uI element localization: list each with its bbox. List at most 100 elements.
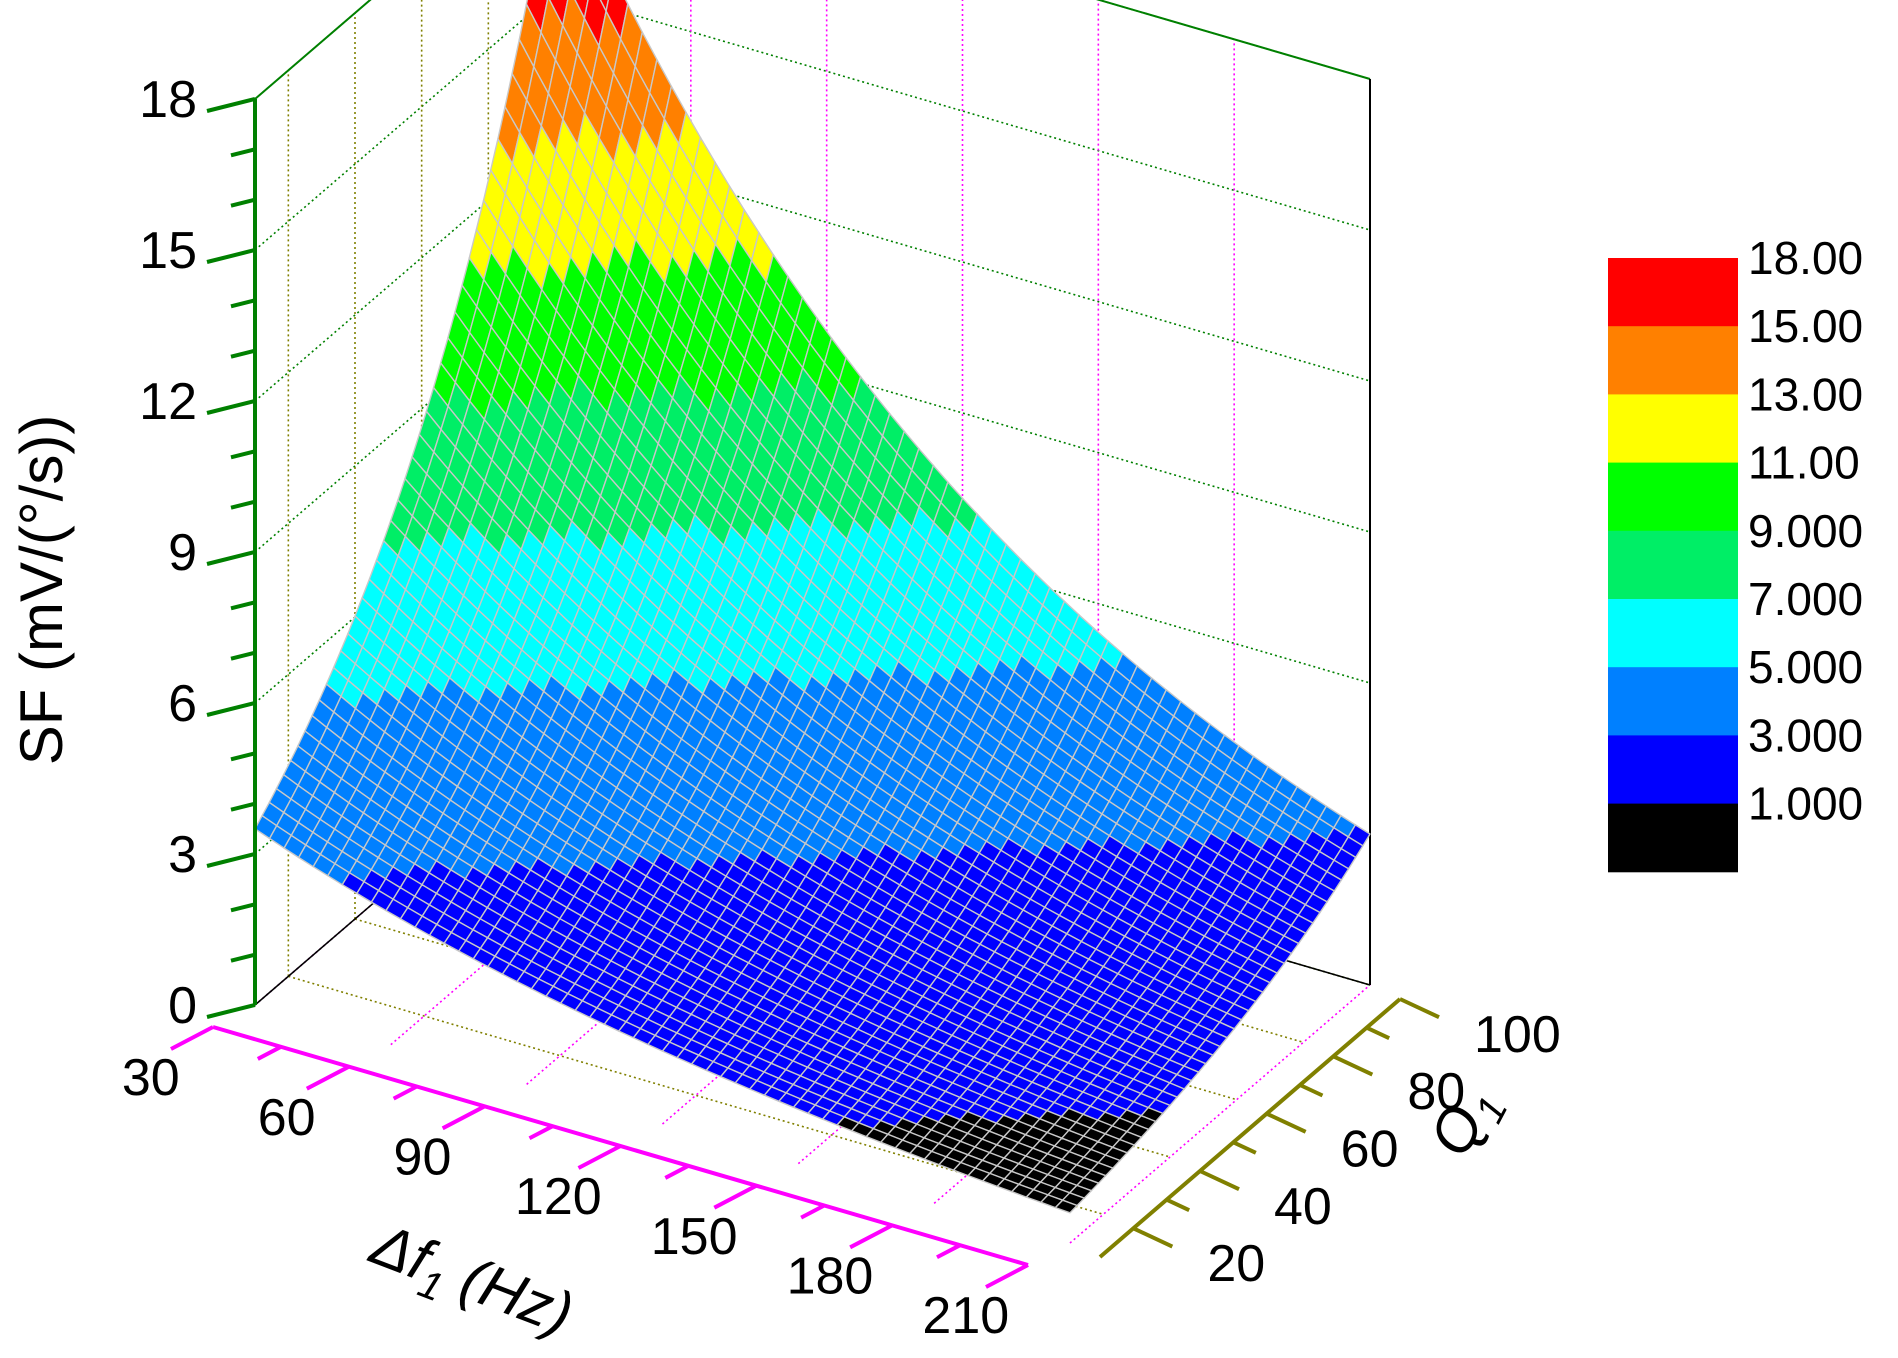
z-major-tick <box>206 550 256 566</box>
y-minor-tick <box>1165 1197 1191 1212</box>
legend-label: 15.00 <box>1748 300 1863 352</box>
y-major-tick <box>1332 1054 1374 1077</box>
x-axis-title-unit: (Hz) <box>437 1238 582 1347</box>
legend-swatch <box>1608 394 1738 464</box>
frame-edge <box>1095 0 1371 80</box>
z-tick-label: 18 <box>139 71 197 129</box>
legend-label: 7.000 <box>1748 573 1863 625</box>
floor-x-gridline <box>526 825 828 1085</box>
legend-swatch <box>1608 530 1738 600</box>
z-minor-tick <box>230 600 256 611</box>
legend-swatch <box>1608 803 1738 873</box>
z-axis-title: SF (mV/(°/s)) <box>8 415 75 766</box>
z-minor-tick <box>230 801 256 812</box>
z-tick-label: 15 <box>139 222 197 280</box>
x-major-tick <box>713 1183 758 1210</box>
x-axis-title: Δf1 (Hz) <box>357 1209 582 1357</box>
z-major-tick <box>206 1003 256 1019</box>
x-minor-tick <box>256 1045 282 1061</box>
y-minor-tick <box>1365 1025 1391 1040</box>
x-major-tick <box>849 1223 894 1250</box>
x-major-tick <box>441 1104 486 1131</box>
z-major-tick <box>206 399 256 415</box>
z-tick-label: 12 <box>139 373 197 431</box>
y-minor-tick <box>1232 1140 1257 1155</box>
axes <box>170 97 1440 1289</box>
x-major-tick <box>985 1263 1029 1289</box>
side-wall-z-gridline <box>254 293 556 553</box>
y-major-tick <box>1399 997 1440 1020</box>
floor-x-gridline <box>390 786 692 1046</box>
z-tick-label: 6 <box>168 675 197 733</box>
z-minor-tick <box>230 298 256 309</box>
legend-swatch <box>1608 735 1738 805</box>
legend-label: 18.00 <box>1748 232 1863 284</box>
legend-swatch <box>1608 326 1738 395</box>
x-major-tick <box>577 1144 622 1170</box>
x-major-tick <box>305 1064 350 1091</box>
x-minor-tick <box>528 1124 554 1141</box>
z-minor-tick <box>230 952 256 963</box>
y-tick-label: 60 <box>1341 1120 1399 1178</box>
side-wall-z-gridline <box>254 142 556 402</box>
x-tick-label: 90 <box>394 1129 452 1187</box>
x-major-tick <box>170 1025 214 1051</box>
surface-mesh <box>254 0 1371 1214</box>
legend-label: 1.000 <box>1748 778 1863 830</box>
x-tick-label: 120 <box>515 1168 602 1226</box>
x-tick-label: 210 <box>922 1287 1009 1345</box>
z-minor-tick <box>230 499 256 510</box>
z-tick-label: 0 <box>168 977 197 1035</box>
z-minor-tick <box>230 449 256 460</box>
z-tick-labels: 0 3 6 9 12 15 18 <box>139 71 197 1035</box>
x-tick-label: 60 <box>258 1089 316 1147</box>
z-major-tick <box>206 248 256 264</box>
z-tick-label: 3 <box>168 826 197 884</box>
y-tick-label: 80 <box>1407 1063 1465 1121</box>
y-major-tick <box>1265 1111 1307 1134</box>
y-tick-label: 40 <box>1274 1178 1332 1236</box>
floor-x-gridline <box>661 865 964 1125</box>
legend-swatch <box>1608 258 1738 327</box>
z-minor-tick <box>230 902 256 913</box>
legend-swatch <box>1608 667 1738 736</box>
x-minor-tick <box>800 1203 826 1220</box>
z-minor-tick <box>230 650 256 661</box>
x-minor-tick <box>664 1164 690 1180</box>
z-minor-tick <box>230 751 256 762</box>
y-tick-label: 20 <box>1207 1235 1265 1293</box>
x-tick-labels: 30 60 90 120 150 180 210 <box>122 1049 1009 1345</box>
x-tick-label: 180 <box>787 1248 874 1306</box>
legend-swatch <box>1608 599 1738 668</box>
frame-edge <box>254 0 372 100</box>
x-tick-label: 150 <box>651 1208 738 1266</box>
side-wall-z-gridline <box>254 444 556 704</box>
z-major-tick <box>206 97 256 113</box>
color-legend: 18.00 15.00 13.00 11.00 9.000 7.000 5.000 3.000… <box>1608 232 1863 873</box>
y-minor-tick <box>1299 1083 1324 1098</box>
y-tick-label: 100 <box>1474 1006 1561 1064</box>
legend-label: 11.00 <box>1748 437 1860 489</box>
z-minor-tick <box>230 197 256 208</box>
x-minor-tick <box>936 1243 962 1260</box>
floor-y-gridline <box>288 975 1104 1216</box>
z-major-tick <box>206 852 256 868</box>
x-tick-label: 30 <box>122 1049 180 1107</box>
x-minor-tick <box>392 1084 418 1101</box>
legend-label: 13.00 <box>1748 368 1863 420</box>
floor-x-gridline <box>1069 984 1371 1244</box>
z-major-tick <box>206 701 256 717</box>
legend-label: 3.000 <box>1748 709 1863 761</box>
legend-swatch <box>1608 462 1738 532</box>
y-axis-line <box>1098 997 1402 1259</box>
z-minor-tick <box>230 147 256 158</box>
y-major-tick <box>1199 1169 1240 1192</box>
surface-cell <box>1054 1199 1078 1214</box>
legend-label: 5.000 <box>1748 641 1863 693</box>
y-major-tick <box>1132 1226 1174 1249</box>
z-minor-tick <box>230 348 256 359</box>
legend-label: 9.000 <box>1748 505 1863 557</box>
side-wall-z-gridline <box>254 0 547 251</box>
